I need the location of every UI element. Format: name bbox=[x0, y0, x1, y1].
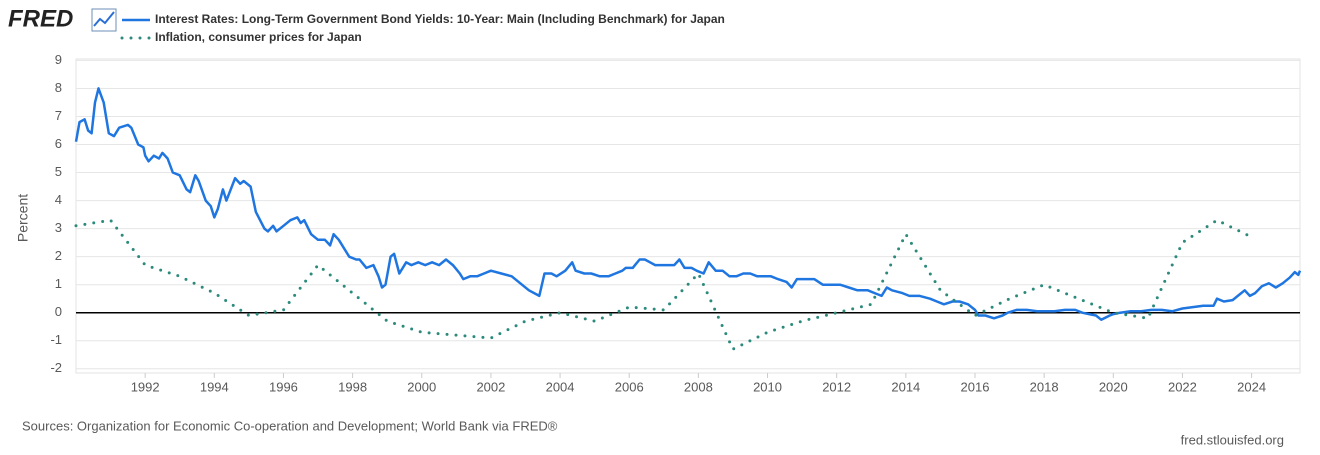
y-tick-label: -1 bbox=[50, 332, 62, 347]
y-tick-label: 5 bbox=[55, 164, 62, 179]
x-tick-label: 2000 bbox=[407, 379, 436, 394]
x-tick-label: 2012 bbox=[822, 379, 851, 394]
y-tick-label: 7 bbox=[55, 108, 62, 123]
y-tick-label: 3 bbox=[55, 220, 62, 235]
x-tick-label: 2002 bbox=[476, 379, 505, 394]
x-tick-label: 2004 bbox=[546, 379, 575, 394]
plot-area bbox=[75, 58, 1301, 374]
y-tick-label: 8 bbox=[55, 80, 62, 95]
x-tick-label: 2014 bbox=[891, 379, 920, 394]
y-tick-label: 2 bbox=[55, 248, 62, 263]
legend-label: Interest Rates: Long-Term Government Bon… bbox=[155, 12, 725, 26]
series-line bbox=[74, 218, 1254, 352]
x-tick-label: 1994 bbox=[200, 379, 229, 394]
x-tick-label: 2008 bbox=[684, 379, 713, 394]
x-tick-label: 2022 bbox=[1168, 379, 1197, 394]
logo: FRED bbox=[8, 5, 73, 32]
y-tick-label: 6 bbox=[55, 136, 62, 151]
y-tick-label: 1 bbox=[55, 276, 62, 291]
legend-label: Inflation, consumer prices for Japan bbox=[155, 30, 362, 44]
y-tick-label: 0 bbox=[55, 304, 62, 319]
x-tick-label: 2018 bbox=[1030, 379, 1059, 394]
x-tick-label: 2020 bbox=[1099, 379, 1128, 394]
series-line bbox=[74, 87, 1302, 321]
x-tick-label: 2006 bbox=[615, 379, 644, 394]
footer: fred.stlouisfed.org bbox=[1181, 432, 1284, 447]
x-tick-label: 2010 bbox=[753, 379, 782, 394]
y-tick-label: -2 bbox=[50, 360, 62, 375]
x-tick-label: 2016 bbox=[961, 379, 990, 394]
x-tick-label: 1992 bbox=[131, 379, 160, 394]
source: Sources: Organization for Economic Co-op… bbox=[22, 418, 558, 433]
logo-icon bbox=[91, 8, 117, 32]
x-tick-label: 2024 bbox=[1237, 379, 1266, 394]
y-axis-label: Percent bbox=[15, 194, 31, 242]
y-tick-label: 9 bbox=[55, 52, 62, 67]
y-tick-label: 4 bbox=[55, 192, 62, 207]
x-tick-label: 1996 bbox=[269, 379, 298, 394]
x-tick-label: 1998 bbox=[338, 379, 367, 394]
